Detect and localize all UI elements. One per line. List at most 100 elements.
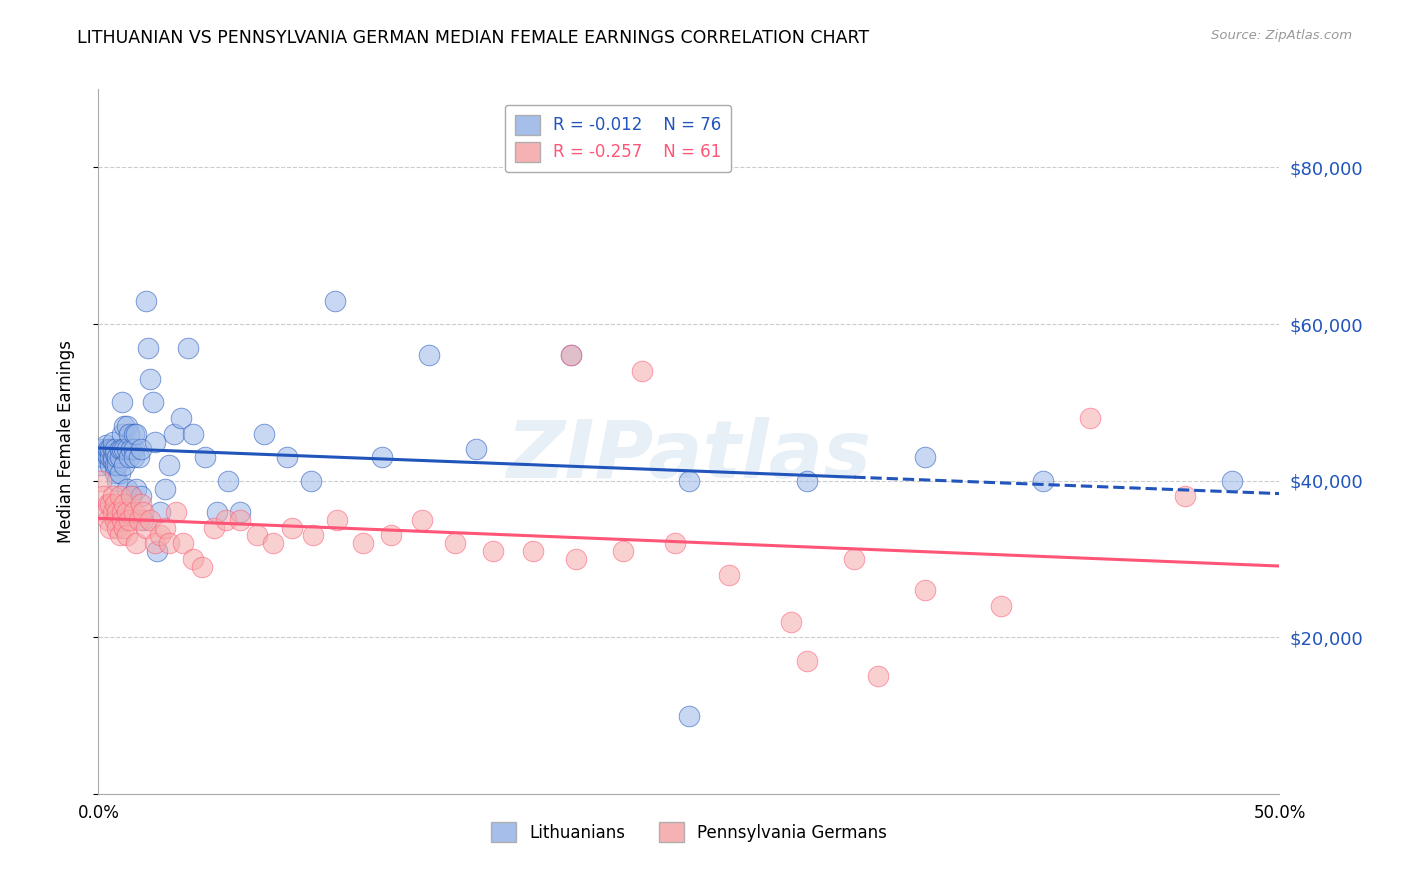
Point [101, 489, 124, 503]
Point [97, 442, 120, 457]
Point [181, 552, 204, 566]
Point [172, 536, 194, 550]
Point [136, 341, 159, 355]
Point [122, 426, 145, 441]
Point [97, 513, 120, 527]
Point [94, 446, 117, 460]
Point [111, 426, 134, 441]
Point [202, 521, 225, 535]
Point [630, 364, 652, 378]
Point [108, 466, 131, 480]
Point [444, 536, 467, 550]
Point [149, 505, 172, 519]
Point [111, 513, 134, 527]
Point [108, 450, 131, 465]
Point [101, 442, 124, 457]
Point [121, 489, 143, 503]
Point [125, 482, 148, 496]
Point [101, 505, 124, 519]
Point [779, 615, 801, 629]
Point [914, 450, 936, 465]
Point [118, 450, 141, 465]
Point [205, 505, 228, 519]
Point [91, 442, 114, 457]
Point [564, 552, 586, 566]
Point [482, 544, 505, 558]
Point [105, 458, 128, 472]
Point [98, 442, 121, 457]
Point [796, 474, 818, 488]
Point [111, 442, 134, 457]
Point [98, 458, 121, 472]
Point [177, 341, 200, 355]
Point [121, 442, 143, 457]
Point [125, 536, 148, 550]
Point [914, 583, 936, 598]
Point [112, 521, 135, 535]
Point [128, 450, 150, 465]
Point [101, 450, 124, 465]
Point [229, 513, 252, 527]
Point [111, 395, 134, 409]
Point [157, 536, 180, 550]
Point [143, 536, 166, 550]
Point [678, 474, 700, 488]
Point [132, 513, 155, 527]
Point [121, 489, 143, 503]
Point [98, 497, 121, 511]
Point [181, 426, 204, 441]
Point [560, 348, 582, 362]
Point [115, 505, 138, 519]
Text: ZIPatlas: ZIPatlas [506, 417, 872, 495]
Point [990, 599, 1012, 613]
Point [118, 513, 141, 527]
Point [104, 466, 127, 480]
Point [157, 458, 180, 472]
Point [302, 528, 325, 542]
Point [281, 521, 304, 535]
Point [163, 426, 186, 441]
Point [146, 544, 169, 558]
Point [678, 708, 700, 723]
Point [125, 426, 148, 441]
Point [104, 497, 127, 511]
Point [104, 446, 127, 460]
Y-axis label: Median Female Earnings: Median Female Earnings [56, 340, 75, 543]
Point [326, 513, 349, 527]
Point [108, 442, 131, 457]
Point [118, 426, 141, 441]
Point [101, 454, 124, 468]
Point [105, 521, 128, 535]
Point [522, 544, 544, 558]
Point [112, 458, 135, 472]
Point [418, 348, 440, 362]
Point [139, 372, 162, 386]
Point [135, 293, 157, 308]
Point [98, 521, 121, 535]
Point [101, 434, 124, 449]
Point [97, 497, 120, 511]
Text: LITHUANIAN VS PENNSYLVANIA GERMAN MEDIAN FEMALE EARNINGS CORRELATION CHART: LITHUANIAN VS PENNSYLVANIA GERMAN MEDIAN… [77, 29, 869, 46]
Point [276, 450, 298, 465]
Point [132, 505, 155, 519]
Text: Source: ZipAtlas.com: Source: ZipAtlas.com [1212, 29, 1353, 42]
Point [352, 536, 374, 550]
Point [94, 438, 117, 452]
Point [111, 505, 134, 519]
Point [135, 521, 157, 535]
Point [104, 458, 127, 472]
Point [112, 497, 135, 511]
Point [94, 505, 117, 519]
Point [612, 544, 634, 558]
Point [1032, 474, 1054, 488]
Point [153, 482, 176, 496]
Point [128, 513, 150, 527]
Point [122, 450, 145, 465]
Point [246, 528, 269, 542]
Point [371, 450, 394, 465]
Point [229, 505, 252, 519]
Point [866, 669, 889, 683]
Point [194, 450, 217, 465]
Point [844, 552, 866, 566]
Point [90, 458, 112, 472]
